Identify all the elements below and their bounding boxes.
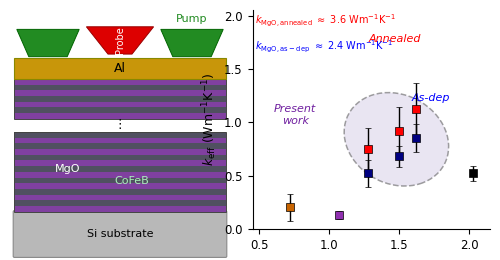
- Text: Present
work: Present work: [274, 104, 316, 126]
- Text: MgO: MgO: [54, 164, 80, 174]
- Bar: [14, 132, 226, 138]
- Bar: [14, 107, 226, 113]
- Bar: [14, 58, 226, 79]
- Text: Al: Al: [114, 62, 126, 75]
- Bar: [14, 102, 226, 107]
- Text: $k_{\mathregular{MgO,annealed}}$ $\approx$ 3.6 Wm$^{-1}$K$^{-1}$: $k_{\mathregular{MgO,annealed}}$ $\appro…: [255, 12, 396, 29]
- Y-axis label: $k_{\mathrm{eff}}$ (Wm$^{-1}$K$^{-1}$): $k_{\mathrm{eff}}$ (Wm$^{-1}$K$^{-1}$): [200, 73, 218, 166]
- Bar: [14, 143, 226, 149]
- Text: $k_{\mathregular{MgO,as-dep}}$ $\approx$ 2.4 Wm$^{-1}$K$^{-1}$: $k_{\mathregular{MgO,as-dep}}$ $\approx$…: [255, 39, 393, 55]
- Bar: [14, 160, 226, 166]
- Bar: [14, 149, 226, 155]
- Bar: [14, 113, 226, 119]
- FancyBboxPatch shape: [13, 211, 227, 257]
- Bar: [14, 178, 226, 183]
- Bar: [14, 172, 226, 178]
- Bar: [14, 79, 226, 84]
- Text: Annealed: Annealed: [369, 34, 421, 44]
- Bar: [14, 155, 226, 160]
- Bar: [14, 206, 226, 212]
- Bar: [14, 166, 226, 172]
- Bar: [14, 84, 226, 90]
- Polygon shape: [86, 27, 154, 54]
- Text: CoFeB: CoFeB: [114, 176, 150, 186]
- Ellipse shape: [344, 93, 449, 186]
- Bar: [14, 138, 226, 143]
- Bar: [14, 189, 226, 195]
- Text: ⋮: ⋮: [114, 118, 126, 131]
- Polygon shape: [161, 29, 223, 57]
- Bar: [14, 195, 226, 200]
- Text: Si substrate: Si substrate: [87, 229, 153, 239]
- Text: As-dep: As-dep: [412, 93, 450, 103]
- Bar: [14, 96, 226, 102]
- Bar: [14, 90, 226, 96]
- Bar: [14, 79, 226, 119]
- Text: Pump: Pump: [176, 14, 208, 24]
- Bar: [14, 200, 226, 206]
- Text: Probe: Probe: [115, 27, 125, 54]
- Bar: [14, 183, 226, 189]
- Bar: [14, 132, 226, 212]
- Polygon shape: [17, 29, 79, 57]
